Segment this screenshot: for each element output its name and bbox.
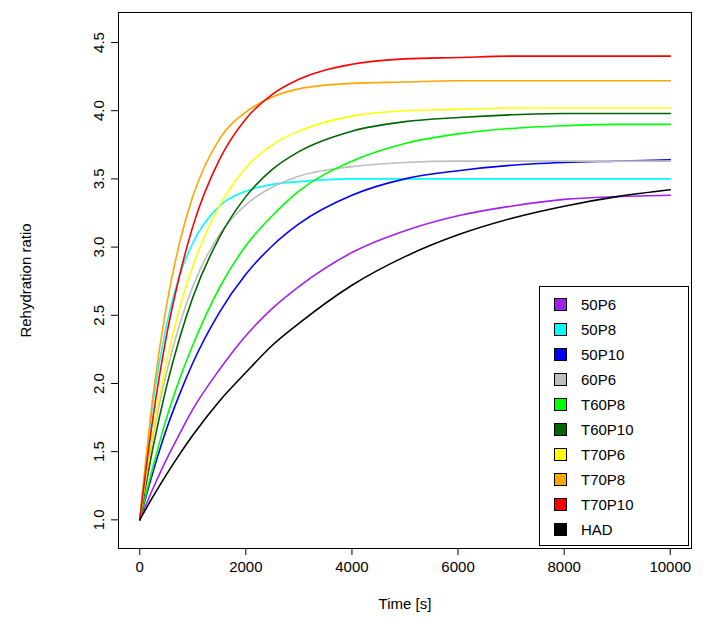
- svg-text:0: 0: [136, 558, 144, 575]
- html-text:HAD: HAD: [581, 521, 613, 538]
- svg-text:6000: 6000: [441, 558, 474, 575]
- html-text:50P10: 50P10: [581, 346, 625, 363]
- svg-text:1.5: 1.5: [90, 441, 107, 462]
- svg-text:10000: 10000: [649, 558, 691, 575]
- html-text:T70P8: T70P8: [581, 471, 626, 488]
- svg-text:Rehydration ratio: Rehydration ratio: [17, 223, 34, 337]
- svg-text:2000: 2000: [229, 558, 262, 575]
- svg-text:4.5: 4.5: [90, 32, 107, 53]
- svg-text:3.5: 3.5: [90, 168, 107, 189]
- svg-text:3.0: 3.0: [90, 237, 107, 258]
- html-text:T60P10: T60P10: [581, 421, 634, 438]
- svg-text:8000: 8000: [547, 558, 580, 575]
- svg-text:1.0: 1.0: [90, 509, 107, 530]
- svg-text:2.5: 2.5: [90, 305, 107, 326]
- html-text:T70P10: T70P10: [581, 496, 634, 513]
- html-text:50P6: 50P6: [581, 296, 616, 313]
- svg-text:4.0: 4.0: [90, 100, 107, 121]
- svg-text:Time [s]: Time [s]: [379, 595, 432, 612]
- svg-text:4000: 4000: [335, 558, 368, 575]
- html-text:T60P8: T60P8: [581, 396, 626, 413]
- svg-text:2.0: 2.0: [90, 373, 107, 394]
- html-text:60P6: 60P6: [581, 371, 616, 388]
- html-text:50P8: 50P8: [581, 321, 616, 338]
- html-text:T70P6: T70P6: [581, 446, 626, 463]
